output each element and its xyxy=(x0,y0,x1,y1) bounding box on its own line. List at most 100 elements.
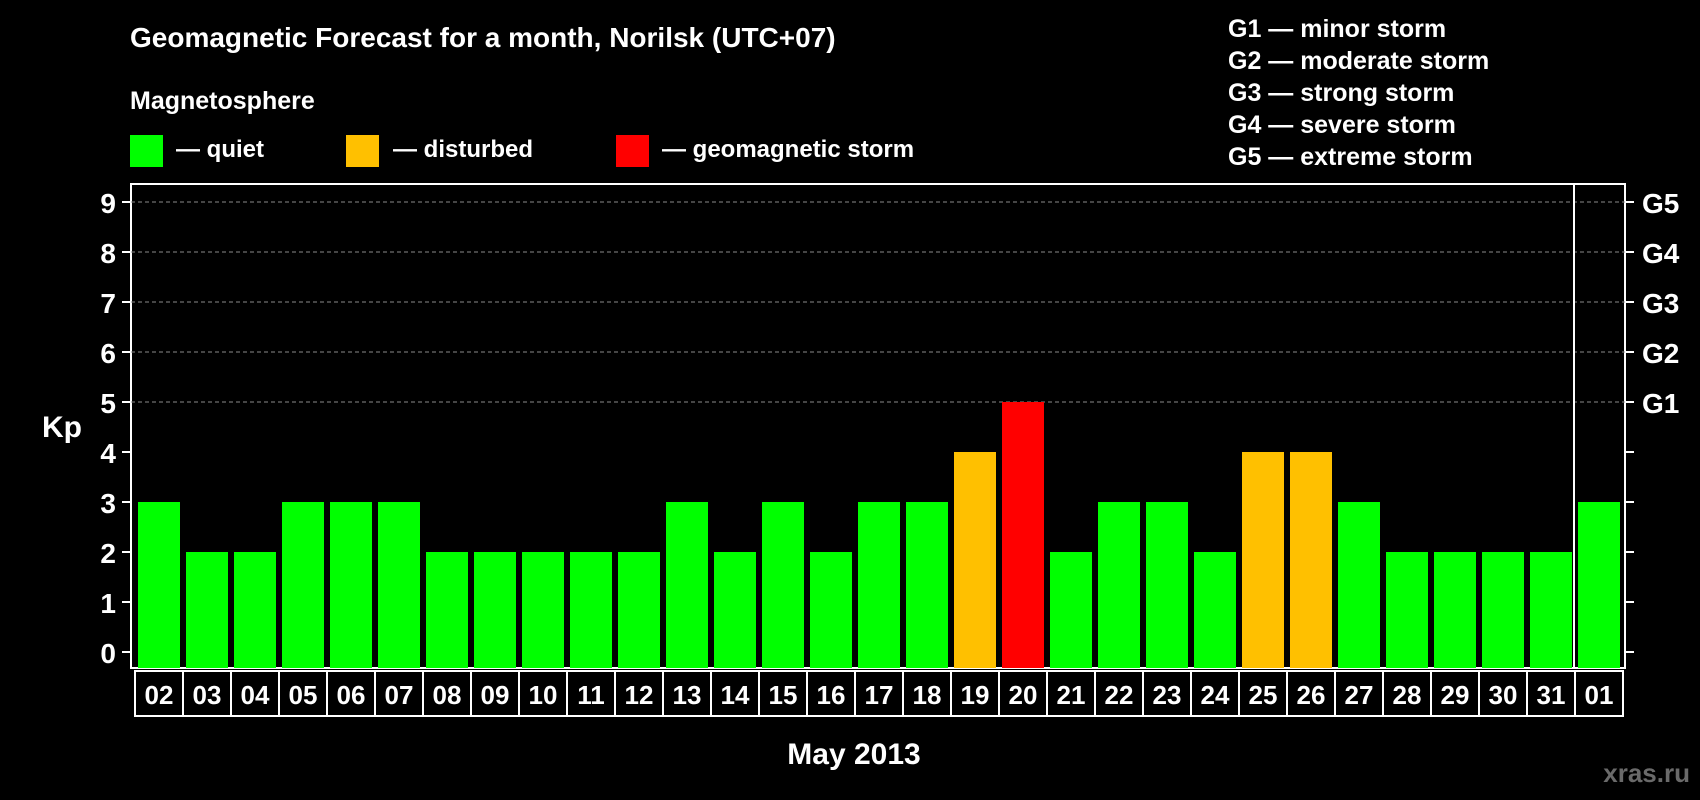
bar-31 xyxy=(1530,552,1572,668)
bar-21 xyxy=(1050,552,1092,668)
storm-level-label-g2: G2 xyxy=(1642,338,1679,369)
x-tick-label-19: 19 xyxy=(961,680,990,710)
y-tick-label-6: 6 xyxy=(100,338,116,369)
bar-23 xyxy=(1146,502,1188,668)
bar-28 xyxy=(1386,552,1428,668)
bar-13 xyxy=(666,502,708,668)
x-tick-label-26: 26 xyxy=(1297,680,1326,710)
legend-swatch-storm xyxy=(616,135,649,167)
bar-14 xyxy=(714,552,756,668)
bar-15 xyxy=(762,502,804,668)
x-axis-label: May 2013 xyxy=(787,738,920,771)
legend-swatch-quiet xyxy=(130,135,163,167)
x-tick-label-23: 23 xyxy=(1153,680,1182,710)
bar-04 xyxy=(234,552,276,668)
bar-10 xyxy=(522,552,564,668)
bar-24 xyxy=(1194,552,1236,668)
x-tick-label-06: 06 xyxy=(337,680,366,710)
x-tick-label-16: 16 xyxy=(817,680,846,710)
bars xyxy=(138,402,1620,668)
x-tick-label-20: 20 xyxy=(1009,680,1038,710)
storm-level-label-g1: G1 xyxy=(1642,388,1679,419)
y-tick-label-7: 7 xyxy=(100,288,116,319)
bar-01 xyxy=(1578,502,1620,668)
bar-06 xyxy=(330,502,372,668)
storm-scale-g4: G4 — severe storm xyxy=(1228,111,1456,139)
x-tick-label-01: 01 xyxy=(1585,680,1614,710)
bar-05 xyxy=(282,502,324,668)
grid-lines xyxy=(131,201,1625,403)
x-tick-label-02: 02 xyxy=(145,680,174,710)
y-tick-label-8: 8 xyxy=(100,238,116,269)
x-tick-label-30: 30 xyxy=(1489,680,1518,710)
bar-02 xyxy=(138,502,180,668)
y-tick-label-0: 0 xyxy=(100,638,116,669)
storm-axis: G1 G2 G3 G4 G5 xyxy=(1625,188,1680,653)
x-tick-label-25: 25 xyxy=(1249,680,1278,710)
x-tick-label-15: 15 xyxy=(769,680,798,710)
bar-07 xyxy=(378,502,420,668)
legend-swatch-disturbed xyxy=(346,135,379,167)
y-tick-label-2: 2 xyxy=(100,538,116,569)
x-tick-label-22: 22 xyxy=(1105,680,1134,710)
bar-19 xyxy=(954,452,996,668)
bar-17 xyxy=(858,502,900,668)
x-tick-label-27: 27 xyxy=(1345,680,1374,710)
legend-label-quiet: — quiet xyxy=(176,136,264,163)
bar-08 xyxy=(426,552,468,668)
x-tick-label-07: 07 xyxy=(385,680,414,710)
legend-title: Magnetosphere xyxy=(130,87,315,115)
x-tick-box-01 xyxy=(1574,670,1624,717)
bar-29 xyxy=(1434,552,1476,668)
x-axis: 02 03 04 05 06 07 08 09 10 11 12 13 14 15 16 17 18 19 20 21… xyxy=(134,670,1624,717)
x-tick-label-08: 08 xyxy=(433,680,462,710)
x-tick-label-21: 21 xyxy=(1057,680,1086,710)
x-tick-label-14: 14 xyxy=(721,680,750,710)
x-tick-label-05: 05 xyxy=(289,680,318,710)
legend-label-storm: — geomagnetic storm xyxy=(662,136,914,163)
bar-26 xyxy=(1290,452,1332,668)
storm-scale-g3: G3 — strong storm xyxy=(1228,79,1454,107)
bar-25 xyxy=(1242,452,1284,668)
storm-scale-g1: G1 — minor storm xyxy=(1228,15,1446,43)
x-tick-label-13: 13 xyxy=(673,680,702,710)
bar-22 xyxy=(1098,502,1140,668)
y-tick-label-1: 1 xyxy=(100,588,116,619)
y-tick-label-5: 5 xyxy=(100,388,116,419)
x-tick-label-29: 29 xyxy=(1441,680,1470,710)
x-tick-label-04: 04 xyxy=(241,680,270,710)
y-tick-label-9: 9 xyxy=(100,188,116,219)
bar-03 xyxy=(186,552,228,668)
x-tick-label-17: 17 xyxy=(865,680,894,710)
storm-level-label-g5: G5 xyxy=(1642,188,1679,219)
bar-20 xyxy=(1002,402,1044,668)
bar-11 xyxy=(570,552,612,668)
y-tick-label-4: 4 xyxy=(100,438,116,469)
x-tick-label-03: 03 xyxy=(193,680,222,710)
bar-27 xyxy=(1338,502,1380,668)
storm-level-label-g4: G4 xyxy=(1642,238,1680,269)
bar-30 xyxy=(1482,552,1524,668)
storm-level-label-g3: G3 xyxy=(1642,288,1679,319)
y-tick-label-3: 3 xyxy=(100,488,116,519)
y-axis: 0 1 2 3 4 5 6 7 8 9 xyxy=(100,188,131,669)
bar-18 xyxy=(906,502,948,668)
x-tick-label-31: 31 xyxy=(1537,680,1566,710)
watermark: xras.ru xyxy=(1603,758,1690,788)
x-tick-label-28: 28 xyxy=(1393,680,1422,710)
x-tick-label-12: 12 xyxy=(625,680,654,710)
storm-scale-g5: G5 — extreme storm xyxy=(1228,143,1473,171)
x-tick-label-18: 18 xyxy=(913,680,942,710)
bar-16 xyxy=(810,552,852,668)
x-tick-label-09: 09 xyxy=(481,680,510,710)
bar-12 xyxy=(618,552,660,668)
x-tick-label-11: 11 xyxy=(577,680,605,710)
legend-label-disturbed: — disturbed xyxy=(393,136,533,163)
storm-scale-g2: G2 — moderate storm xyxy=(1228,47,1489,75)
chart-title: Geomagnetic Forecast for a month, Norils… xyxy=(130,22,836,53)
x-tick-label-24: 24 xyxy=(1201,680,1230,710)
bar-09 xyxy=(474,552,516,668)
y-axis-label: Kp xyxy=(42,411,82,444)
x-tick-label-10: 10 xyxy=(529,680,558,710)
